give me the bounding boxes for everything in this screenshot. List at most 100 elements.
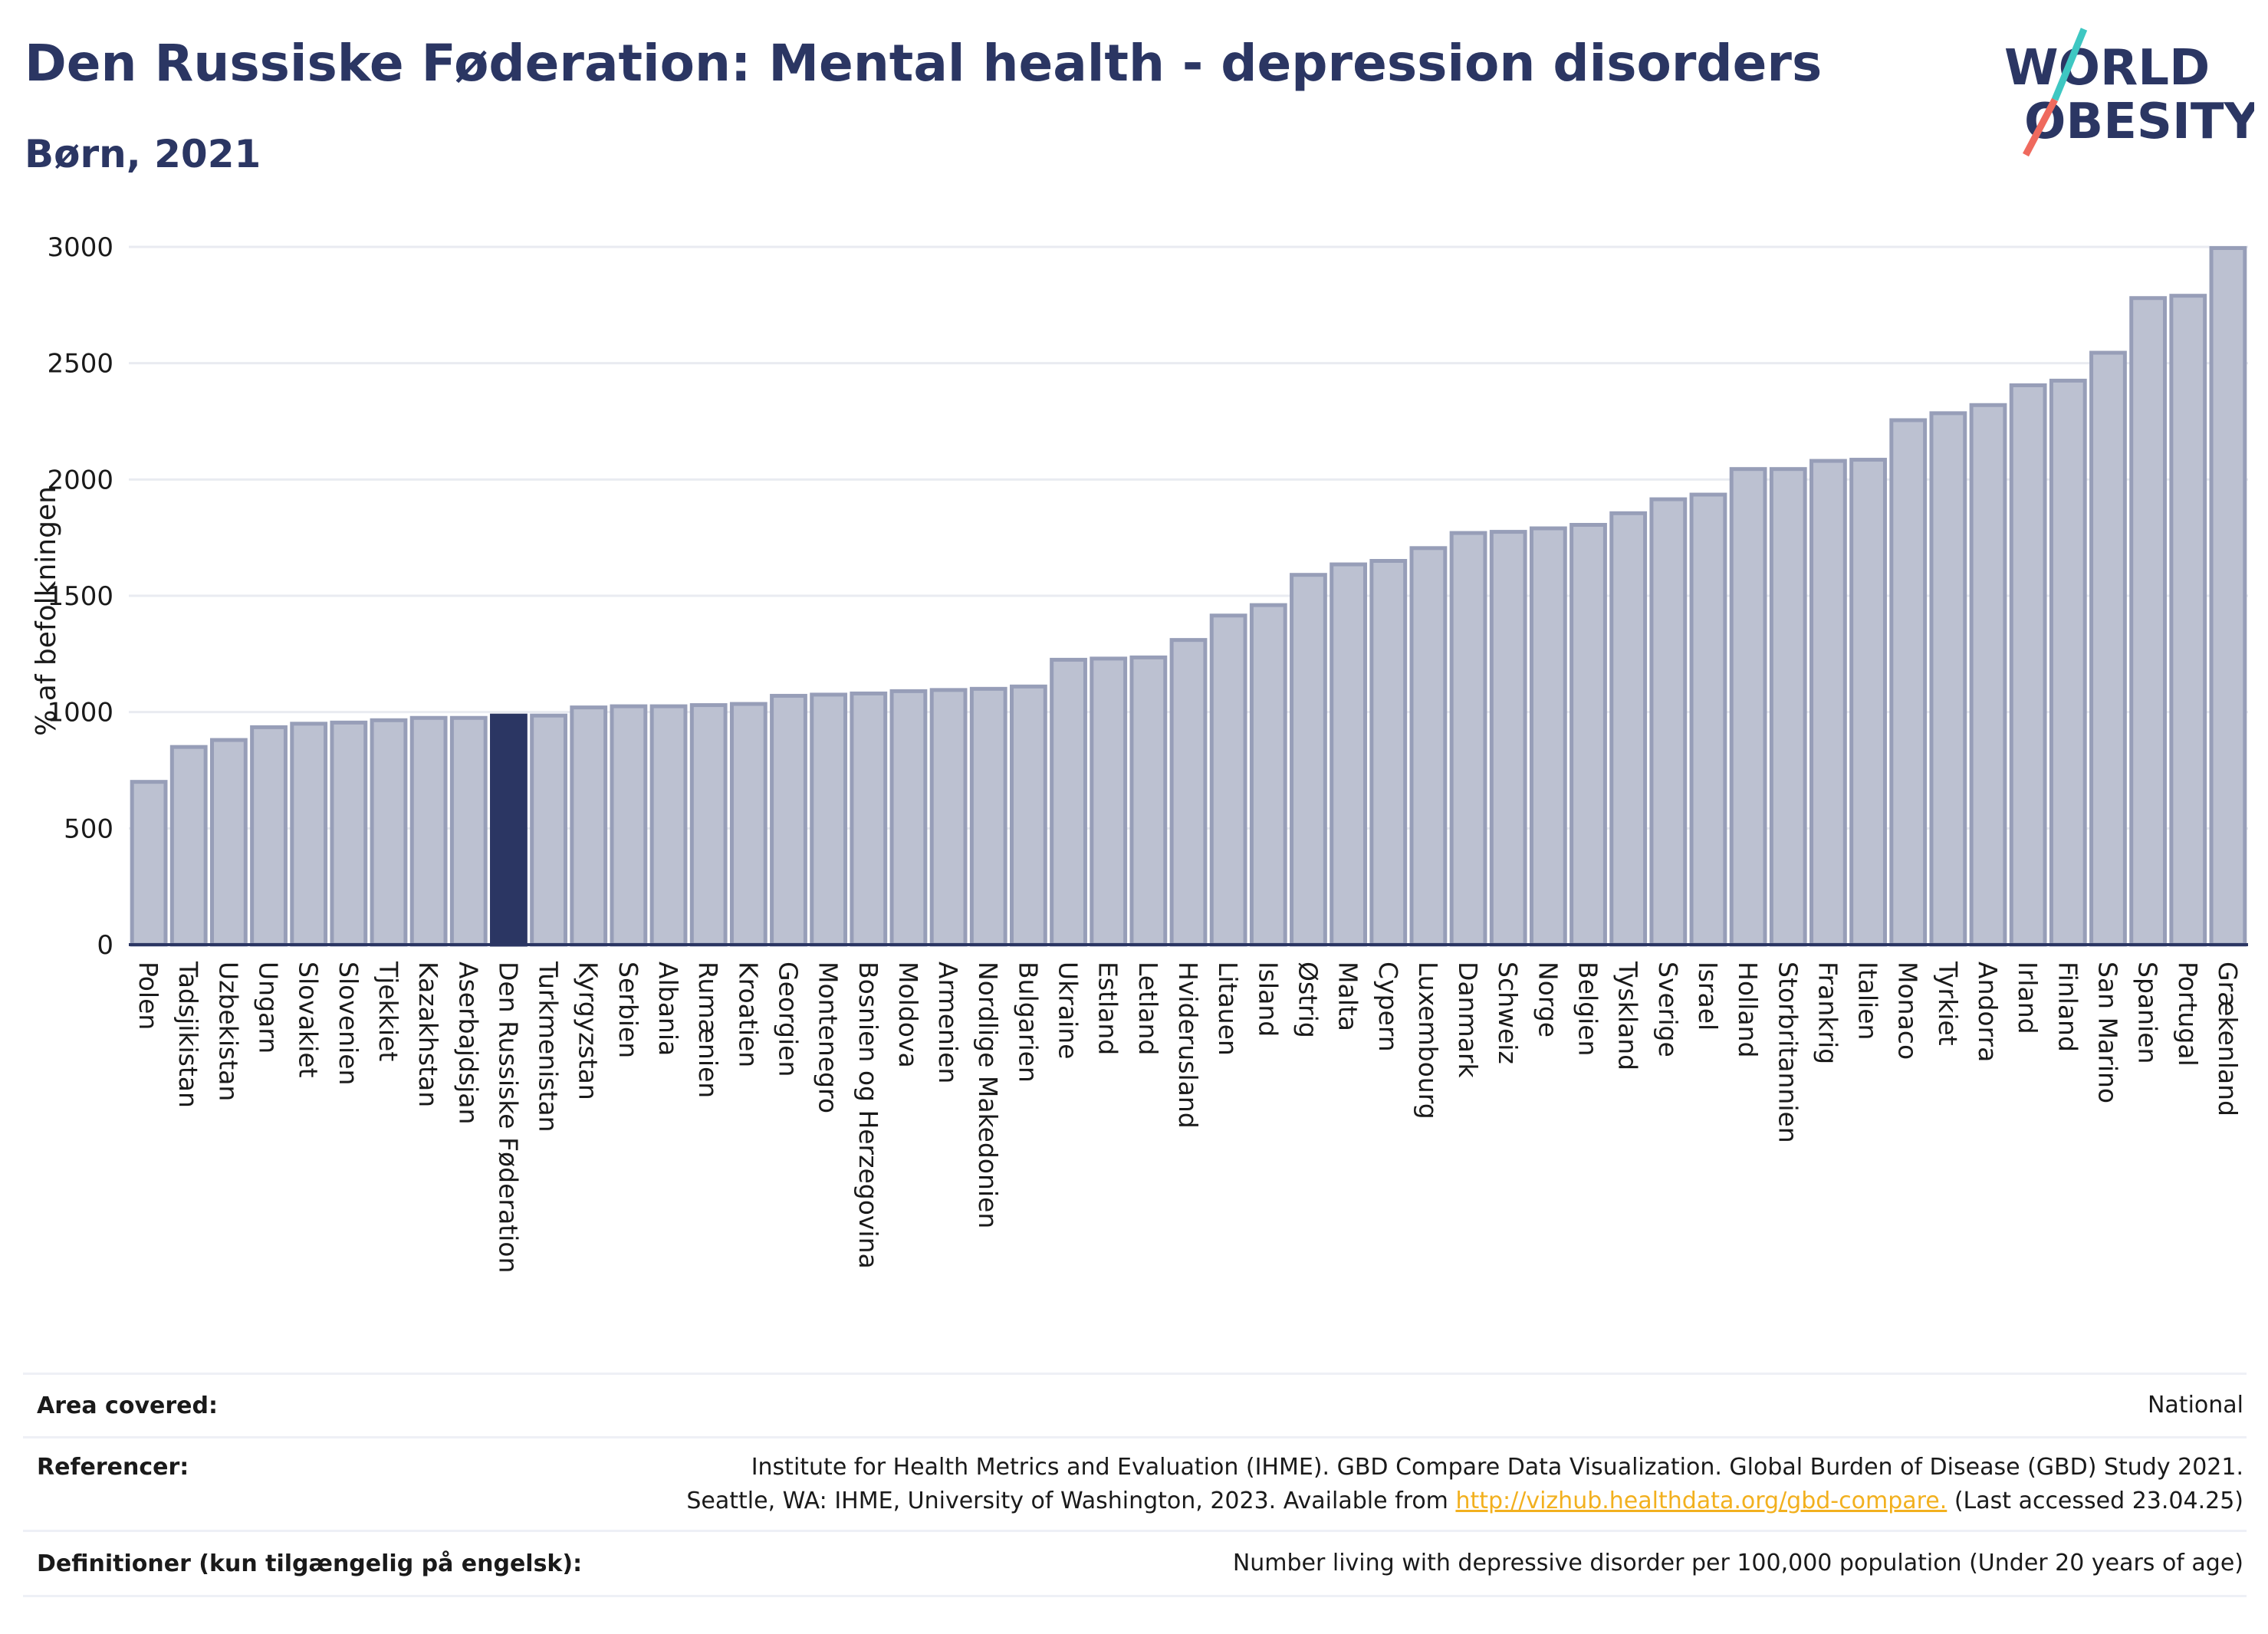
x-tick-label: Slovenien [334, 962, 363, 1085]
x-tick-label: Nordlige Makedonien [973, 962, 1003, 1228]
bar [1889, 418, 1928, 947]
y-tick-label: 2000 [47, 465, 113, 495]
bar [169, 745, 208, 947]
footer-row-area: Area covered: National [23, 1373, 2247, 1436]
x-tick-label: Tyskland [1613, 961, 1643, 1070]
x-tick-label: Holland [1733, 962, 1763, 1057]
references-line-1: Institute for Health Metrics and Evaluat… [751, 1454, 2243, 1481]
y-tick-label: 3000 [47, 232, 113, 263]
logo-slash-coral [2023, 97, 2058, 157]
bar [1290, 573, 1327, 947]
bar [689, 703, 728, 947]
bar-chart: 0 500 1000 1500 2000 2500 3000 Polen Tadsjikist… [31, 232, 2248, 1273]
x-tick-label: Montenegro [814, 962, 843, 1113]
y-tick-label: 1500 [47, 581, 113, 612]
x-tick-label: Hviderusland [1173, 962, 1203, 1129]
bar [649, 704, 688, 947]
bar [290, 722, 328, 947]
bar [370, 718, 408, 947]
x-tick-label: Cypern [1373, 962, 1403, 1052]
bar [1689, 492, 1727, 947]
x-tick-label: Uzbekistan [213, 962, 243, 1101]
bar [1929, 411, 1967, 947]
world-obesity-logo: WORLD OBESITY [2004, 28, 2254, 157]
x-tick-label: Ungarn [254, 962, 284, 1054]
x-tick-label: Østrig [1293, 962, 1323, 1038]
bar [570, 705, 608, 947]
x-tick-label: Israel [1693, 962, 1723, 1031]
bar [1969, 403, 2007, 947]
bar [1129, 655, 1168, 947]
y-axis-ticks: 0 500 1000 1500 2000 2500 3000 [47, 232, 113, 961]
x-tick-label: Moldova [893, 962, 923, 1068]
x-tick-label: Belgien [1573, 962, 1603, 1056]
bar [2089, 350, 2127, 947]
bar [1649, 497, 1688, 947]
footer-row-definitions: Definitioner (kun tilgængelig på engelsk… [23, 1530, 2247, 1597]
x-tick-label: Kyrgyzstan [574, 962, 603, 1100]
x-tick-label: Slovakiet [294, 962, 324, 1078]
x-tick-label: Kazakhstan [413, 962, 443, 1107]
x-tick-label: Litauen [1213, 962, 1243, 1056]
x-tick-label: Irland [2013, 962, 2043, 1034]
y-tick-label: 1000 [47, 698, 113, 728]
bar [1609, 511, 1648, 947]
references-line-2-pre: Seattle, WA: IHME, University of Washing… [686, 1488, 1456, 1514]
x-tick-label: Island [1253, 962, 1283, 1037]
logo-text-obesity: OBESITY [2024, 94, 2254, 150]
bar [1529, 526, 1567, 947]
x-tick-label: Aserbajdsjan [453, 962, 483, 1124]
x-tick-label: Rumænien [693, 962, 723, 1098]
chart-subtitle: Børn, 2021 [25, 132, 261, 176]
chart-title: Den Russiske Føderation: Mental health -… [25, 34, 1823, 93]
x-tick-label: Norge [1533, 962, 1563, 1037]
x-tick-label: Bulgarien [1013, 962, 1043, 1083]
bar [850, 691, 888, 947]
x-tick-label: Schweiz [1493, 962, 1523, 1064]
x-tick-label: Bosnien og Herzegovina [853, 962, 883, 1269]
bar [610, 704, 648, 947]
x-tick-label: Italien [1853, 962, 1883, 1040]
bar [1489, 530, 1527, 947]
y-tick-label: 500 [64, 814, 113, 844]
references-value: Institute for Health Metrics and Evaluat… [686, 1451, 2247, 1518]
x-tick-label: Kroatien [733, 962, 763, 1067]
bar [1729, 467, 1767, 947]
references-link[interactable]: http://vizhub.healthdata.org/gbd-compare… [1455, 1488, 1948, 1514]
bar [2129, 296, 2168, 947]
bar [1090, 656, 1128, 947]
bar [2049, 378, 2087, 947]
x-tick-label: Portugal [2173, 962, 2203, 1067]
x-tick-label: Grækenland [2213, 962, 2243, 1116]
x-tick-label: San Marino [2092, 962, 2122, 1103]
bar [1449, 531, 1487, 947]
bar [1570, 522, 1607, 947]
bar [2009, 383, 2047, 947]
y-tick-label: 2500 [47, 349, 113, 380]
bar [969, 686, 1007, 947]
bar [1249, 603, 1287, 947]
bar [1330, 562, 1368, 947]
x-tick-label: Estland [1093, 962, 1123, 1055]
x-tick-label: Serbien [613, 962, 643, 1058]
bar [889, 689, 928, 947]
x-tick-label: Luxembourg [1413, 962, 1443, 1119]
bar [1369, 559, 1408, 947]
bar [209, 738, 248, 947]
x-axis-labels: Polen Tadsjikistan Uzbekistan Ungarn Slovaki… [133, 961, 2243, 1273]
bar [130, 780, 168, 947]
bar [1849, 458, 1887, 947]
bar [1409, 546, 1448, 947]
bar [2169, 294, 2207, 947]
bar [1209, 613, 1247, 947]
bar [729, 702, 768, 947]
x-tick-label: Albania [653, 962, 683, 1056]
x-tick-label: Danmark [1453, 962, 1483, 1078]
footer-table: Area covered: National Referencer: Insti… [23, 1373, 2247, 1597]
y-axis-title: % af befolkningen [31, 486, 62, 736]
definitions-value: Number living with depressive disorder p… [1232, 1550, 2243, 1576]
x-tick-label: Storbritannien [1773, 962, 1803, 1143]
bar [1169, 638, 1208, 947]
bar [1050, 657, 1087, 947]
x-tick-label: Tadsjikistan [173, 961, 203, 1108]
